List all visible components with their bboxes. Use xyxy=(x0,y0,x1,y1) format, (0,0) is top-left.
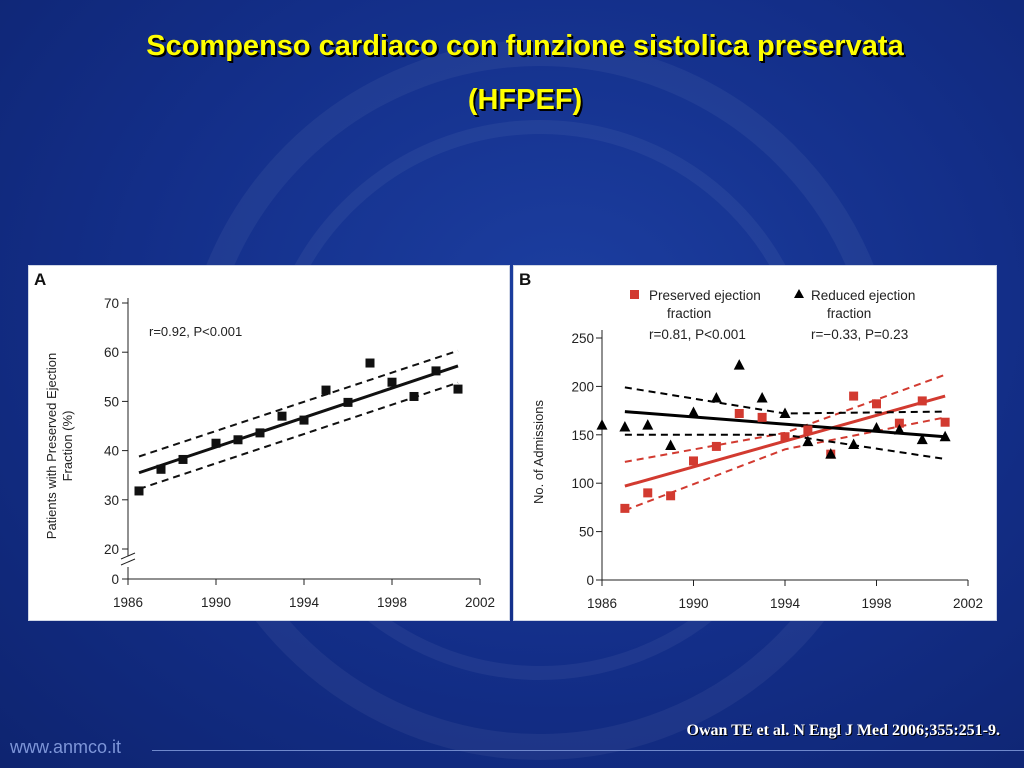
panel-b-reduced-point xyxy=(802,435,814,447)
footer-url[interactable]: www.anmco.it xyxy=(10,737,122,757)
panel-b-reduced-point xyxy=(871,422,882,433)
citation: Owan TE et al. N Engl J Med 2006;355:251… xyxy=(686,722,1000,739)
legend-reduced-label: Reduced ejection xyxy=(811,288,915,303)
panel-b-reduced-point xyxy=(893,423,905,435)
panel-b-y-tick-label: 50 xyxy=(579,525,594,540)
panel-b-reduced-point xyxy=(939,430,951,442)
panel-a-axis-break-1 xyxy=(120,552,136,560)
panel-b-preserved-point xyxy=(917,396,927,406)
panel-a-data-point xyxy=(134,486,144,496)
panel-a-y-tick-label: 20 xyxy=(104,542,119,557)
panel-a-ylabel-line2: Fraction (%) xyxy=(60,411,75,482)
panel-b-y-tick-label: 200 xyxy=(571,379,594,394)
legend-preserved-marker xyxy=(630,290,639,299)
panel-b-reduced-point xyxy=(779,407,791,419)
panel-b-preserved-point xyxy=(780,432,790,442)
panel-a-data-point xyxy=(365,358,375,368)
panel-a-y-tick-label: 60 xyxy=(104,345,119,360)
panel-b-preserved-point xyxy=(734,409,744,419)
panel-a-data-point xyxy=(431,366,441,376)
panel-a-y-tick-label: 0 xyxy=(111,572,119,587)
slide-title: Scompenso cardiaco con funzione sistolic… xyxy=(146,30,904,62)
panel-a-data-point xyxy=(387,377,397,387)
panel-b-x-tick-label: 1994 xyxy=(770,596,801,611)
panel-a-label: A xyxy=(34,270,46,289)
legend-preserved-label-2: fraction xyxy=(667,306,711,321)
legend-reduced-label-2: fraction xyxy=(827,306,871,321)
panel-a-data-point xyxy=(178,454,188,464)
panel-b-x-tick-label: 1998 xyxy=(861,596,891,611)
panel-b-preserved-point xyxy=(894,418,904,428)
panel-a-data-point xyxy=(343,397,353,407)
legend-preserved-stats: r=0.81, P<0.001 xyxy=(649,327,746,342)
panel-b-reduced-point xyxy=(642,419,654,430)
panel-b-reduced-point xyxy=(710,392,722,403)
panel-a-ci-upper xyxy=(138,349,459,458)
panel-b-reduced-point xyxy=(916,433,928,445)
panel-b-y-tick-label: 100 xyxy=(571,476,594,491)
panel-a-annotation: r=0.92, P<0.001 xyxy=(149,324,242,339)
chart-a-svg: A r=0.92, P<0.001 Patients with Preserve… xyxy=(34,270,495,610)
panel-b-preserved-ci-lower xyxy=(624,416,946,512)
panel-a-x-tick-label: 1986 xyxy=(113,595,143,610)
panel-a-axis-break-2 xyxy=(120,558,136,566)
panel-a-data-point xyxy=(453,384,463,394)
panel-a-data-point xyxy=(409,391,419,401)
panel-b-y-tick-label: 150 xyxy=(571,428,594,443)
panel-a-y-tick-label: 30 xyxy=(104,493,119,508)
panel-a-x-tick-label: 2002 xyxy=(465,595,495,610)
panel-b-preserved-point xyxy=(803,425,813,435)
panel-b-y-tick-label: 0 xyxy=(586,573,594,588)
panel-b-reduced-point xyxy=(825,448,837,459)
panel-b-preserved-point xyxy=(849,391,859,401)
panel-b-preserved-point xyxy=(643,488,653,498)
panel-a-y-tick-label: 50 xyxy=(104,394,119,409)
panel-b-reduced-fit-line xyxy=(624,410,946,439)
panel-a-data-point xyxy=(211,438,221,448)
panel-b-preserved-point xyxy=(689,456,698,466)
panel-b-preserved-point xyxy=(711,441,721,451)
panel-b-reduced-point xyxy=(665,439,677,450)
panel-b-preserved-point xyxy=(620,503,630,513)
footer-divider xyxy=(152,750,1024,751)
panel-b-y-tick-label: 250 xyxy=(571,331,594,346)
chart-panel-b: B No. of Admissions Preserved ejection f… xyxy=(513,265,997,621)
panel-a-data-point xyxy=(299,415,309,425)
panel-b-x-tick-label: 1990 xyxy=(678,596,708,611)
legend-preserved-label: Preserved ejection xyxy=(649,288,761,303)
panel-a-x-tick-label: 1994 xyxy=(289,595,320,610)
panel-a-x-tick-label: 1998 xyxy=(377,595,407,610)
panel-b-preserved-point xyxy=(872,399,881,409)
legend-reduced-stats: r=−0.33, P=0.23 xyxy=(811,327,908,342)
panel-b-reduced-point xyxy=(733,359,745,370)
panel-a-x-tick-label: 1990 xyxy=(201,595,231,610)
panel-b-preserved-point xyxy=(940,417,950,427)
panel-b-reduced-point xyxy=(596,419,608,430)
panel-b-ylabel: No. of Admissions xyxy=(531,399,546,504)
chart-panel-a: A r=0.92, P<0.001 Patients with Preserve… xyxy=(28,265,510,621)
slide-subtitle: (HFPEF) xyxy=(467,84,583,116)
panel-a-data-point xyxy=(255,428,265,438)
panel-a-y-tick-label: 40 xyxy=(104,444,119,459)
legend-reduced-marker xyxy=(794,289,804,298)
panel-b-x-tick-label: 2002 xyxy=(953,596,983,611)
panel-a-ylabel-line1: Patients with Preserved Ejection xyxy=(44,353,59,539)
panel-b-reduced-point xyxy=(756,392,768,403)
panel-a-data-point xyxy=(156,464,166,474)
panel-b-label: B xyxy=(519,270,531,289)
panel-b-reduced-point xyxy=(688,406,699,418)
panel-b-x-tick-label: 1986 xyxy=(587,596,617,611)
panel-a-ci-lower xyxy=(138,381,459,490)
panel-a-data-point xyxy=(277,411,287,421)
panel-b-preserved-point xyxy=(666,491,676,501)
panel-b-reduced-point xyxy=(848,438,860,449)
panel-b-reduced-point xyxy=(619,421,631,432)
chart-b-svg: B No. of Admissions Preserved ejection f… xyxy=(519,270,983,611)
panel-a-fit-line xyxy=(138,364,459,475)
panel-a-data-point xyxy=(321,385,331,395)
panel-a-y-tick-label: 70 xyxy=(104,296,119,311)
panel-b-preserved-point xyxy=(757,412,767,422)
panel-a-data-point xyxy=(233,435,243,445)
